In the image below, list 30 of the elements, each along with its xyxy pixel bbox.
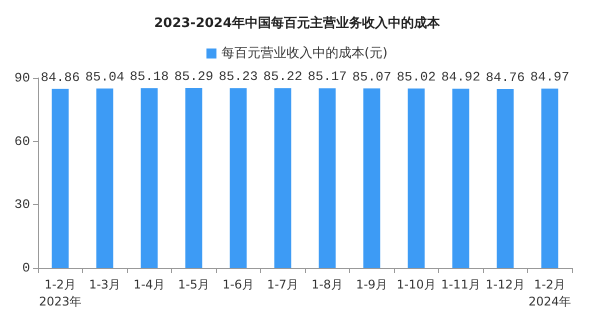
x-tick-label: 1-7月 [266, 278, 299, 292]
data-label: 85.17 [308, 69, 347, 84]
data-label: 85.29 [174, 68, 214, 84]
data-label: 84.76 [486, 70, 525, 86]
y-tick-label: 60 [14, 134, 30, 149]
data-label: 85.23 [218, 69, 258, 84]
x-tick-label: 1-10月 [396, 278, 436, 292]
data-label: 85.22 [263, 69, 302, 84]
data-label: 85.02 [396, 70, 436, 85]
x-tick-label: 1-3月 [88, 278, 121, 292]
chart-title: 2023-2024年中国每百元主营业务收入中的成本 [154, 15, 441, 31]
data-label: 85.07 [352, 69, 392, 84]
x-tick-label: 1-6月 [222, 278, 254, 292]
x-tick-label: 1-9月 [356, 278, 388, 292]
x-tick-label: 1-5月 [178, 278, 210, 292]
data-label: 84.86 [40, 70, 80, 85]
x-tick-label: 1-8月 [311, 278, 344, 292]
data-label: 85.18 [130, 69, 169, 84]
x-tick-label: 1-2月 2024年 [528, 278, 572, 308]
data-label: 84.92 [441, 70, 480, 85]
x-tick-label: 1-4月 [133, 278, 166, 292]
y-tick-label: 30 [14, 197, 30, 212]
x-tick-label: 1-11月 [441, 278, 480, 292]
x-tick-label: 1-12月 [486, 278, 525, 292]
y-tick-label: 90 [14, 70, 30, 86]
y-tick-label: 0 [22, 260, 30, 276]
x-tick-label: 1-2月 2023年 [38, 278, 82, 308]
legend-label: 每百元营业收入中的成本(元) [221, 46, 388, 61]
data-label: 84.97 [530, 70, 570, 85]
data-label: 85.04 [85, 69, 124, 84]
